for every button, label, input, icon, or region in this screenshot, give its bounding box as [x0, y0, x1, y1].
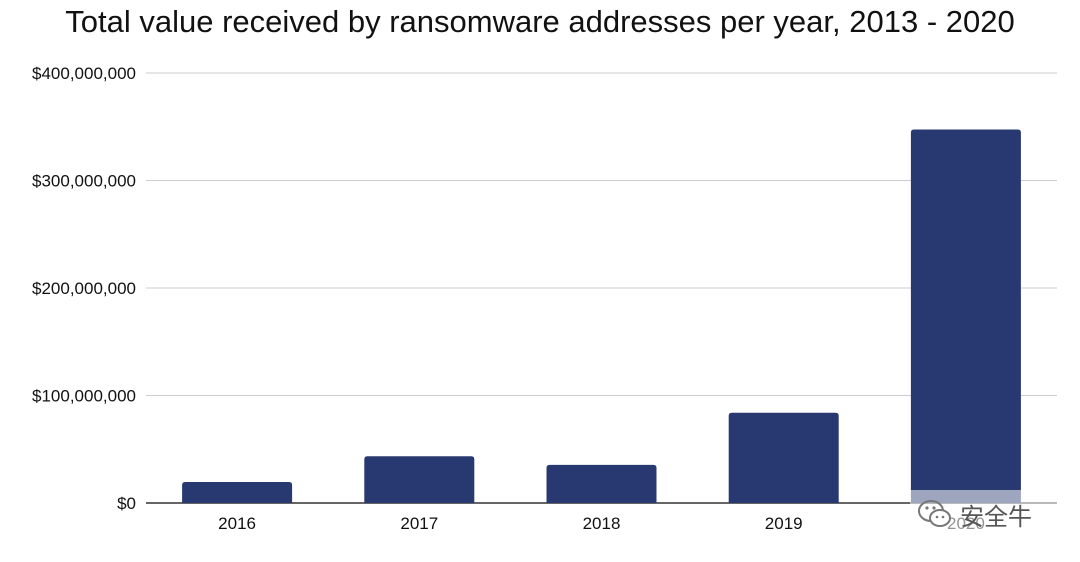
x-axis-tick-labels: 20162017201820192020: [218, 514, 985, 533]
bar-2018: [546, 464, 657, 503]
y-tick-label: $0: [117, 494, 136, 513]
y-tick-label: $200,000,000: [32, 279, 136, 298]
y-tick-label: $300,000,000: [32, 172, 136, 191]
y-axis-tick-labels: $0 $100,000,000 $200,000,000 $300,000,000 $4…: [32, 64, 136, 513]
watermark: 安全牛: [910, 490, 1070, 538]
x-tick-label: 2019: [765, 514, 803, 533]
x-tick-label: 2016: [218, 514, 256, 533]
bar-2017: [364, 456, 475, 503]
y-tick-label: $100,000,000: [32, 387, 136, 406]
bars: [182, 129, 1021, 503]
wechat-icon: [918, 500, 951, 527]
bar-2020: [910, 129, 1021, 503]
bar-2019: [728, 412, 839, 503]
x-tick-label: 2017: [400, 514, 438, 533]
x-tick-label: 2018: [583, 514, 621, 533]
watermark-text: 安全牛: [960, 502, 1032, 531]
y-tick-label: $400,000,000: [32, 64, 136, 83]
chart-title: Total value received by ransomware addre…: [65, 4, 1015, 39]
bar-2016: [182, 482, 293, 503]
